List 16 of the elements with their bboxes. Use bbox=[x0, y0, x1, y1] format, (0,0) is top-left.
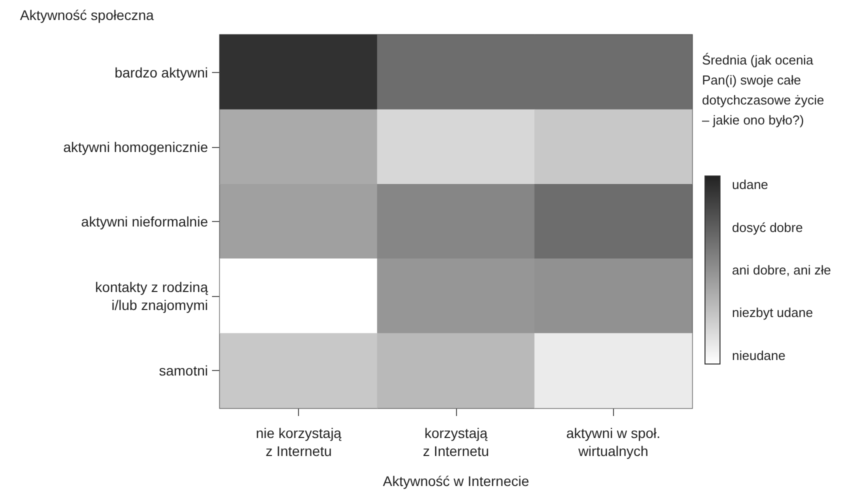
color-bar-label: dosyć dobre bbox=[732, 220, 803, 235]
x-tick-label: nie korzystają z Internetu bbox=[256, 425, 342, 459]
color-bar-label: nieudane bbox=[732, 348, 786, 363]
color-bar-title: Średnia (jak ocenia Pan(i) swoje całe dotychczasowe życie – jakie ono było?) bbox=[702, 52, 828, 128]
y-tick-label: samotni bbox=[158, 362, 208, 379]
color-bar-label: niezbyt udane bbox=[732, 305, 813, 320]
x-axis-title: Aktywność w Internecie bbox=[382, 473, 530, 489]
color-bar-label: ani dobre, ani złe bbox=[732, 262, 832, 278]
y-tick-label: aktywni nieformalnie bbox=[81, 214, 208, 230]
y-tick-label: kontakty z rodziną i/lub znajomymi bbox=[95, 279, 208, 314]
y-tick-label: aktywni homogenicznie bbox=[63, 138, 208, 155]
color-bar-label: udane bbox=[732, 177, 768, 192]
y-tick-label: bardzo aktywni bbox=[114, 64, 208, 80]
x-tick-label: korzystają z Internetu bbox=[422, 425, 490, 459]
y-axis-title: Aktywność społeczna bbox=[20, 7, 154, 23]
x-tick-label: aktywni w społ. wirtualnych bbox=[566, 425, 660, 459]
